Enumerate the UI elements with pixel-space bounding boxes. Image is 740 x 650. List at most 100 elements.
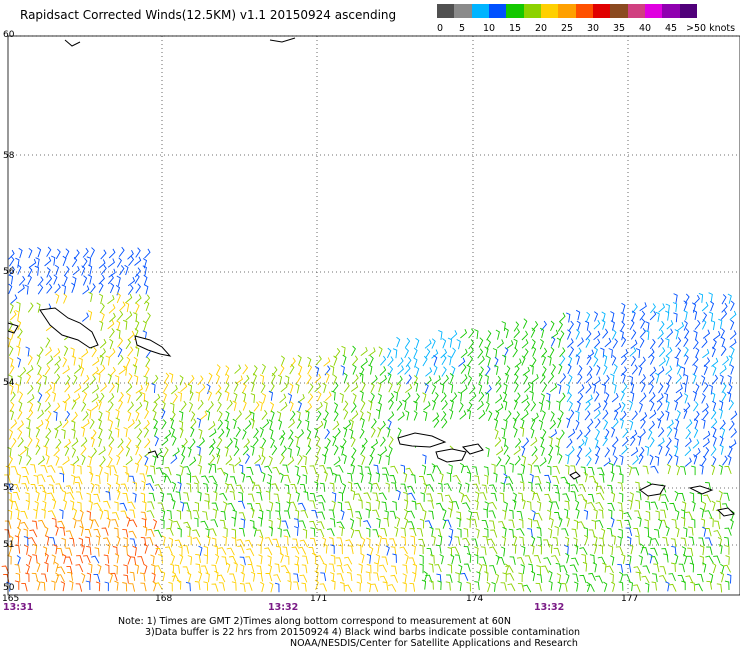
wind-barb — [244, 410, 252, 420]
wind-barb — [127, 501, 136, 510]
footnote-line-2: 3)Data buffer is 22 hrs from 20150924 4)… — [145, 627, 581, 638]
island-st-matthew — [39, 307, 99, 349]
wind-barb — [157, 502, 165, 511]
wind-barb — [478, 373, 483, 384]
wind-barb — [361, 437, 368, 448]
wind-barb — [62, 553, 67, 564]
wind-barb — [117, 445, 124, 456]
wind-barb — [718, 318, 723, 329]
wind-barb — [268, 501, 274, 512]
wind-barb — [98, 364, 106, 375]
wind-barb — [422, 509, 427, 520]
wind-barb — [117, 337, 124, 348]
wind-barb — [314, 427, 319, 439]
wind-barb — [161, 408, 166, 420]
wind-barb — [99, 302, 105, 314]
wind-barb — [724, 536, 730, 546]
lat-label-51: 51 — [3, 540, 14, 550]
wind-barb — [44, 562, 49, 572]
wind-barb — [602, 409, 609, 420]
wind-barb — [54, 428, 59, 439]
wind-barb — [26, 373, 32, 384]
wind-barb — [470, 518, 478, 528]
wind-barb — [45, 346, 52, 357]
wind-barb — [390, 465, 399, 474]
wind-barb — [197, 399, 204, 410]
wind-barb — [50, 381, 56, 392]
wind-barb — [540, 320, 547, 331]
wind-barb — [471, 466, 478, 475]
wind-barb — [584, 400, 591, 411]
wind-barb — [26, 455, 32, 466]
wind-barb — [460, 572, 469, 581]
wind-barb — [54, 561, 59, 573]
wind-barb — [124, 472, 130, 483]
wind-barb — [209, 454, 216, 465]
wind-barb — [547, 543, 553, 554]
wind-barb — [650, 547, 658, 556]
wind-barb — [62, 365, 70, 375]
wind-barb — [143, 419, 150, 430]
wind-barb — [74, 384, 82, 393]
wind-barb — [485, 446, 490, 458]
wind-barb — [317, 511, 326, 520]
wind-barb — [87, 455, 93, 466]
wind-barb — [232, 418, 237, 430]
wind-barb — [132, 481, 137, 492]
wind-barb — [196, 417, 202, 428]
wind-barb — [593, 356, 599, 367]
wind-barb — [720, 310, 728, 321]
wind-barb — [478, 355, 485, 366]
wind-barb — [114, 375, 120, 386]
wind-barb — [107, 274, 114, 285]
wind-barb — [255, 464, 263, 473]
wind-barb — [383, 517, 390, 527]
wind-barb — [631, 410, 638, 421]
wind-barb — [708, 572, 714, 584]
wind-barb — [252, 365, 258, 376]
wind-barb — [637, 516, 642, 527]
wind-barb — [9, 303, 14, 314]
wind-barb — [482, 535, 489, 545]
wind-barb — [56, 574, 65, 583]
wind-barb — [152, 519, 158, 530]
wind-barb — [137, 556, 145, 565]
wind-barb — [106, 517, 111, 528]
wind-barb — [72, 374, 78, 385]
wind-barb — [168, 581, 173, 592]
wind-barb — [172, 520, 181, 529]
wind-barb — [90, 519, 100, 528]
wind-barb — [484, 392, 490, 402]
wind-barb — [674, 437, 679, 448]
time-label-2: 13:32 — [268, 602, 299, 613]
wind-barb — [573, 519, 579, 530]
wind-barb — [37, 455, 45, 465]
wind-barb — [720, 345, 727, 356]
wind-barb — [309, 465, 317, 474]
wind-barb — [396, 375, 403, 386]
wind-barb — [495, 554, 500, 565]
wind-barb — [258, 554, 263, 565]
wind-barb — [639, 356, 646, 367]
wind-barb — [603, 581, 608, 592]
wind-barb — [33, 474, 39, 485]
wind-barb — [307, 393, 314, 404]
wind-barb — [635, 348, 641, 359]
wind-barb — [57, 520, 66, 529]
wind-barb — [65, 530, 74, 539]
wind-barb — [413, 357, 418, 368]
wind-barb — [9, 384, 14, 395]
wind-barb — [596, 485, 605, 494]
wind-barb — [51, 255, 56, 266]
wind-barb — [449, 409, 454, 420]
wind-barb — [665, 310, 670, 321]
wind-barb — [413, 400, 418, 411]
wind-barb — [589, 554, 595, 564]
wind-barb — [730, 300, 735, 312]
wind-barb — [404, 553, 409, 565]
wind-barb — [226, 562, 231, 573]
wind-barb — [431, 399, 436, 411]
wind-barb — [317, 521, 325, 530]
wind-barb — [324, 391, 332, 402]
wind-barb — [151, 383, 156, 393]
